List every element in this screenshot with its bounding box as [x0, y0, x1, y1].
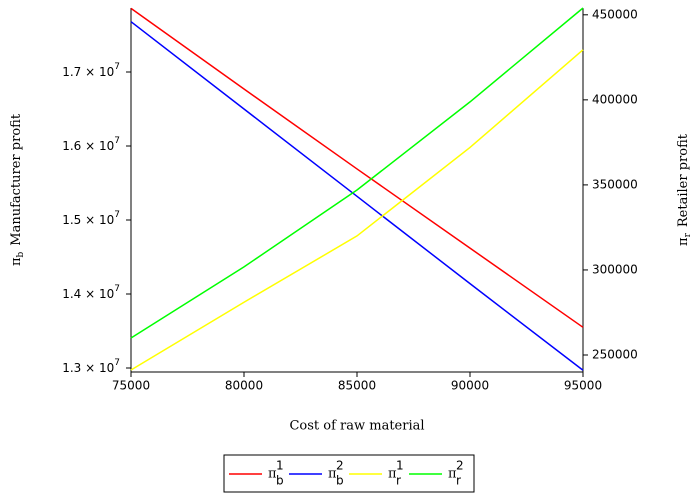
y2-tick-label: 350000	[592, 177, 638, 191]
y-tick-mantissa: 1.6 × 10	[62, 139, 114, 153]
y2-tick-label: 400000	[592, 92, 638, 106]
y-axis-title: πb Manufacturer profit	[9, 113, 26, 266]
legend-label: π	[448, 467, 457, 482]
legend-subscript: b	[276, 474, 284, 488]
y-tick-exponent: 7	[114, 358, 120, 368]
y-axis-title-text: Manufacturer profit	[9, 113, 24, 246]
legend-superscript: 1	[276, 459, 284, 473]
y-tick-label: 1.7 × 107	[62, 62, 120, 79]
series-line	[130, 7, 584, 339]
y2-axis-title-subscript: r	[683, 232, 693, 237]
y-tick-exponent: 7	[114, 210, 120, 220]
legend-box	[223, 454, 475, 493]
series-line	[130, 49, 584, 371]
x-axis-title: Cost of raw material	[289, 419, 424, 434]
x-tick-label: 80000	[225, 379, 263, 393]
y-tick-label: 1.5 × 107	[62, 210, 120, 227]
legend-subscript: b	[336, 474, 344, 488]
legend-superscript: 1	[396, 459, 404, 473]
y2-tick-label: 300000	[592, 262, 638, 276]
legend-subscript: r	[396, 474, 401, 488]
legend-label: π	[268, 467, 277, 482]
y-tick-mantissa: 1.7 × 10	[62, 65, 114, 79]
x-tick-label: 90000	[451, 379, 489, 393]
y-tick-mantissa: 1.4 × 10	[62, 287, 114, 301]
y2-axis-title-symbol: π	[676, 237, 691, 246]
series-line	[130, 7, 584, 328]
y-tick-exponent: 7	[114, 136, 120, 146]
y-axis-title-symbol: π	[9, 257, 24, 266]
y-tick-exponent: 7	[114, 62, 120, 72]
legend-subscript: r	[456, 474, 461, 488]
series-line	[130, 21, 584, 371]
y2-axis-title: πr Retailer profit	[676, 133, 693, 246]
y-tick-mantissa: 1.5 × 10	[62, 213, 114, 227]
y-tick-label: 1.3 × 107	[62, 358, 120, 375]
y-axis-title-subscript: b	[16, 251, 26, 257]
x-tick-label: 85000	[338, 379, 376, 393]
y2-axis-title-text: Retailer profit	[676, 133, 691, 227]
legend-superscript: 2	[456, 459, 464, 473]
y2-tick-label: 250000	[592, 347, 638, 361]
y-tick-label: 1.6 × 107	[62, 136, 120, 153]
y-tick-mantissa: 1.3 × 10	[62, 361, 114, 375]
legend-label: π	[328, 467, 337, 482]
y-tick-exponent: 7	[114, 284, 120, 294]
y-tick-label: 1.4 × 107	[62, 284, 120, 301]
x-tick-label: 75000	[112, 379, 150, 393]
x-tick-label: 95000	[564, 379, 602, 393]
legend-superscript: 2	[336, 459, 344, 473]
legend-label: π	[388, 467, 397, 482]
y2-tick-label: 450000	[592, 7, 638, 21]
